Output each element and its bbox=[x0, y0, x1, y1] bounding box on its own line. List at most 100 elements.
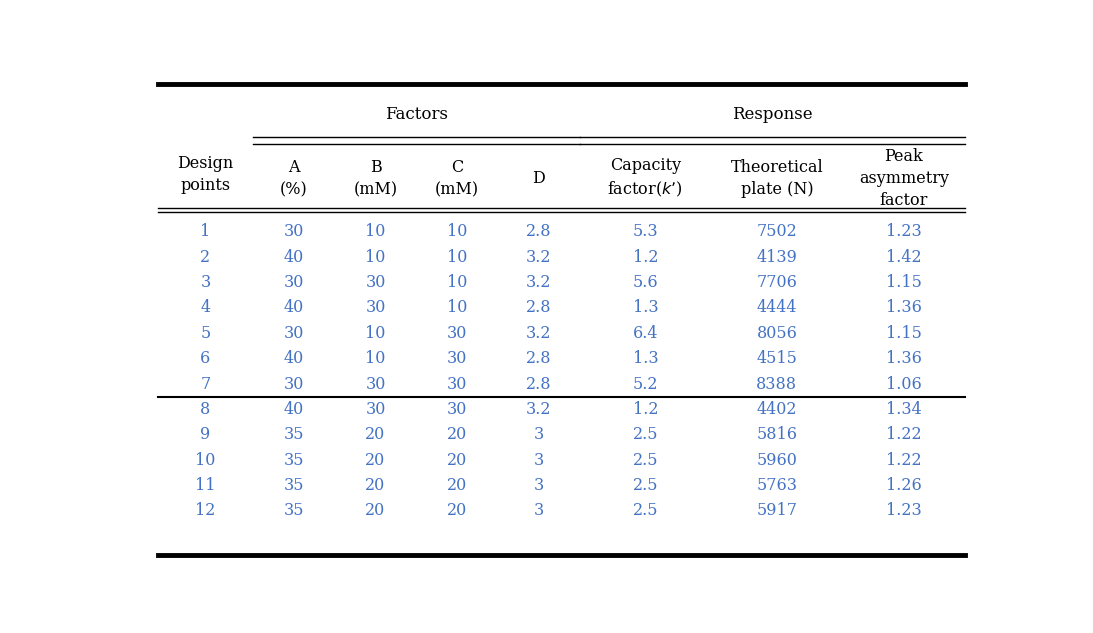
Text: 40: 40 bbox=[284, 401, 304, 418]
Text: 12: 12 bbox=[196, 502, 215, 519]
Text: 30: 30 bbox=[365, 375, 386, 392]
Text: 40: 40 bbox=[284, 249, 304, 266]
Text: 20: 20 bbox=[365, 502, 386, 519]
Text: 5917: 5917 bbox=[756, 502, 798, 519]
Text: 2.5: 2.5 bbox=[633, 477, 658, 494]
Text: 3: 3 bbox=[533, 426, 544, 443]
Text: 30: 30 bbox=[447, 350, 468, 367]
Text: 30: 30 bbox=[447, 375, 468, 392]
Text: 3: 3 bbox=[533, 477, 544, 494]
Text: 8388: 8388 bbox=[756, 375, 798, 392]
Text: Peak
asymmetry
factor: Peak asymmetry factor bbox=[859, 147, 949, 209]
Text: 2.8: 2.8 bbox=[526, 350, 552, 367]
Text: 1.23: 1.23 bbox=[886, 502, 921, 519]
Text: 2.8: 2.8 bbox=[526, 223, 552, 241]
Text: 1.26: 1.26 bbox=[886, 477, 921, 494]
Text: 11: 11 bbox=[196, 477, 215, 494]
Text: 10: 10 bbox=[447, 274, 468, 291]
Text: 20: 20 bbox=[447, 451, 467, 468]
Text: 3: 3 bbox=[533, 451, 544, 468]
Text: 30: 30 bbox=[284, 325, 304, 342]
Text: 5960: 5960 bbox=[756, 451, 797, 468]
Text: A
(%): A (%) bbox=[280, 159, 308, 198]
Text: 1.34: 1.34 bbox=[886, 401, 921, 418]
Text: 5: 5 bbox=[200, 325, 211, 342]
Text: 1.15: 1.15 bbox=[886, 325, 921, 342]
Text: 35: 35 bbox=[283, 477, 304, 494]
Text: 30: 30 bbox=[284, 223, 304, 241]
Text: 1.3: 1.3 bbox=[633, 350, 658, 367]
Text: 35: 35 bbox=[283, 502, 304, 519]
Text: 4139: 4139 bbox=[756, 249, 797, 266]
Text: 7706: 7706 bbox=[756, 274, 797, 291]
Text: 3.2: 3.2 bbox=[526, 249, 552, 266]
Text: 10: 10 bbox=[447, 223, 468, 241]
Text: 1: 1 bbox=[200, 223, 211, 241]
Text: 30: 30 bbox=[365, 274, 386, 291]
Text: 20: 20 bbox=[447, 477, 467, 494]
Text: 3: 3 bbox=[200, 274, 211, 291]
Text: 10: 10 bbox=[447, 249, 468, 266]
Text: 35: 35 bbox=[283, 426, 304, 443]
Text: 20: 20 bbox=[365, 477, 386, 494]
Text: 10: 10 bbox=[365, 249, 386, 266]
Text: 1.22: 1.22 bbox=[886, 451, 921, 468]
Text: 10: 10 bbox=[447, 299, 468, 316]
Text: 5.2: 5.2 bbox=[633, 375, 658, 392]
Text: 10: 10 bbox=[365, 325, 386, 342]
Text: 20: 20 bbox=[447, 502, 467, 519]
Text: 1.2: 1.2 bbox=[633, 401, 658, 418]
Text: 6.4: 6.4 bbox=[633, 325, 658, 342]
Text: 4402: 4402 bbox=[756, 401, 797, 418]
Text: 30: 30 bbox=[365, 401, 386, 418]
Text: 1.06: 1.06 bbox=[886, 375, 921, 392]
Text: 4444: 4444 bbox=[756, 299, 797, 316]
Text: 5.6: 5.6 bbox=[633, 274, 658, 291]
Text: 2.5: 2.5 bbox=[633, 451, 658, 468]
Text: 5.3: 5.3 bbox=[633, 223, 658, 241]
Text: Capacity
factor($k$’): Capacity factor($k$’) bbox=[608, 157, 683, 199]
Text: 5763: 5763 bbox=[756, 477, 798, 494]
Text: 1.23: 1.23 bbox=[886, 223, 921, 241]
Text: 30: 30 bbox=[365, 299, 386, 316]
Text: 30: 30 bbox=[284, 375, 304, 392]
Text: 3.2: 3.2 bbox=[526, 274, 552, 291]
Text: 5816: 5816 bbox=[756, 426, 798, 443]
Text: 4: 4 bbox=[200, 299, 211, 316]
Text: 30: 30 bbox=[284, 274, 304, 291]
Text: 20: 20 bbox=[365, 426, 386, 443]
Text: 1.2: 1.2 bbox=[633, 249, 658, 266]
Text: 1.36: 1.36 bbox=[886, 350, 921, 367]
Text: 2.5: 2.5 bbox=[633, 502, 658, 519]
Text: 2: 2 bbox=[200, 249, 211, 266]
Text: Factors: Factors bbox=[385, 106, 448, 123]
Text: 2.8: 2.8 bbox=[526, 299, 552, 316]
Text: 8056: 8056 bbox=[756, 325, 797, 342]
Text: 2.5: 2.5 bbox=[633, 426, 658, 443]
Text: B
(mM): B (mM) bbox=[353, 159, 398, 198]
Text: 1.36: 1.36 bbox=[886, 299, 921, 316]
Text: 40: 40 bbox=[284, 350, 304, 367]
Text: 7: 7 bbox=[200, 375, 211, 392]
Text: 30: 30 bbox=[447, 401, 468, 418]
Text: 7502: 7502 bbox=[756, 223, 797, 241]
Text: 10: 10 bbox=[196, 451, 215, 468]
Text: 9: 9 bbox=[200, 426, 211, 443]
Text: 30: 30 bbox=[447, 325, 468, 342]
Text: 20: 20 bbox=[447, 426, 467, 443]
Text: D: D bbox=[532, 170, 545, 187]
Text: Theoretical
plate (N): Theoretical plate (N) bbox=[730, 159, 823, 198]
Text: 3.2: 3.2 bbox=[526, 325, 552, 342]
Text: 1.3: 1.3 bbox=[633, 299, 658, 316]
Text: 3: 3 bbox=[533, 502, 544, 519]
Text: 10: 10 bbox=[365, 350, 386, 367]
Text: 3.2: 3.2 bbox=[526, 401, 552, 418]
Text: 35: 35 bbox=[283, 451, 304, 468]
Text: 8: 8 bbox=[200, 401, 211, 418]
Text: 20: 20 bbox=[365, 451, 386, 468]
Text: 4515: 4515 bbox=[756, 350, 797, 367]
Text: 40: 40 bbox=[284, 299, 304, 316]
Text: C
(mM): C (mM) bbox=[435, 159, 479, 198]
Text: Design
points: Design points bbox=[177, 155, 234, 194]
Text: 1.22: 1.22 bbox=[886, 426, 921, 443]
